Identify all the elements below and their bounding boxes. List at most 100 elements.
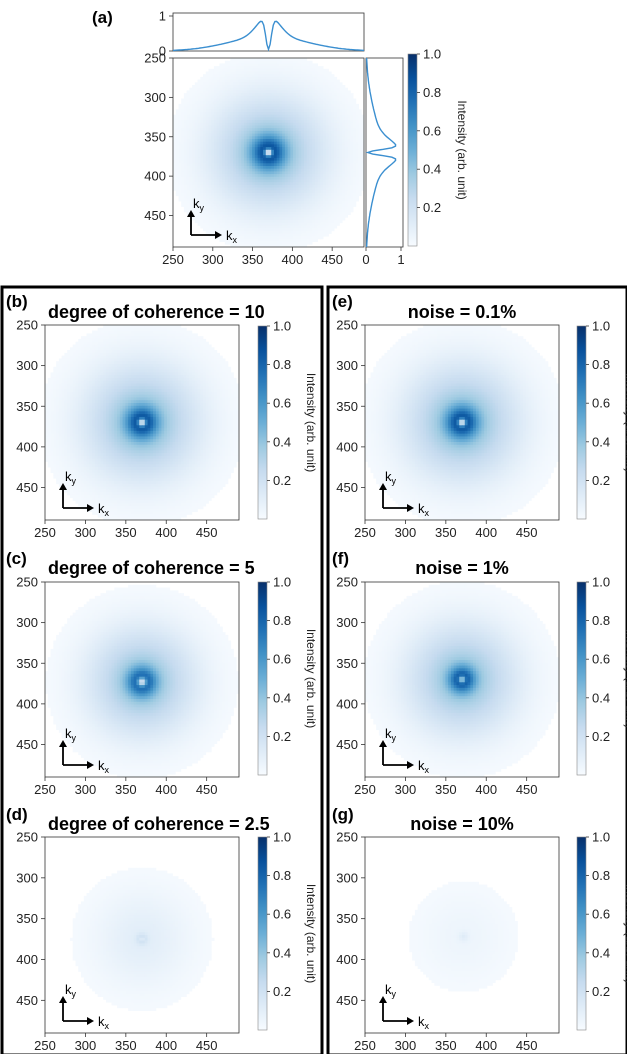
- heatmap-cell: [75, 344, 79, 348]
- heatmap-cell: [295, 130, 299, 134]
- heatmap-cell: [301, 133, 305, 137]
- heatmap-cell: [150, 336, 154, 340]
- heatmap-cell: [331, 193, 335, 197]
- heatmap-cell: [273, 103, 278, 107]
- heatmap-cell: [224, 68, 228, 72]
- heatmap-cell: [333, 157, 338, 161]
- heatmap-cell: [203, 79, 207, 83]
- heatmap-cell: [320, 157, 324, 161]
- heatmap-cell: [355, 130, 359, 134]
- heatmap-cell: [260, 244, 264, 248]
- heatmap-cell: [306, 120, 310, 124]
- heatmap-cell: [203, 198, 207, 202]
- heatmap-cell: [320, 174, 324, 178]
- heatmap-cell: [243, 101, 248, 105]
- heatmap-cell: [293, 209, 297, 213]
- heatmap-cell: [309, 147, 313, 151]
- heatmap-cell: [230, 112, 234, 116]
- heatmap-cell: [230, 141, 234, 145]
- heatmap-cell: [276, 120, 280, 124]
- heatmap-cell: [333, 201, 338, 205]
- heatmap-cell: [317, 220, 321, 224]
- heatmap-cell: [265, 174, 269, 178]
- heatmap-cell: [301, 90, 305, 94]
- heatmap-cell: [233, 139, 237, 143]
- heatmap-cell: [323, 128, 327, 132]
- heatmap-cell: [219, 74, 223, 78]
- heatmap-cell: [361, 139, 365, 143]
- heatmap-cell: [114, 364, 118, 368]
- heatmap-cell: [287, 60, 291, 64]
- heatmap-cell: [276, 233, 280, 237]
- heatmap-cell: [142, 361, 146, 365]
- heatmap-cell: [243, 187, 248, 191]
- heatmap-cell: [243, 117, 248, 121]
- heatmap-cell: [279, 63, 283, 67]
- heatmap-cell: [150, 333, 154, 337]
- heatmap-cell: [314, 68, 319, 72]
- heatmap-cell: [181, 193, 185, 197]
- heatmap-cell: [298, 209, 302, 213]
- heatmap-cell: [303, 244, 308, 248]
- heatmap-cell: [194, 82, 198, 86]
- heatmap-cell: [263, 117, 267, 121]
- heatmap-cell: [144, 341, 148, 345]
- heatmap-cell: [257, 244, 261, 248]
- heatmap-cell: [295, 176, 299, 180]
- heatmap-cell: [279, 233, 283, 237]
- heatmap-cell: [233, 222, 237, 226]
- heatmap-cell: [100, 327, 104, 331]
- heatmap-cell: [298, 152, 302, 156]
- heatmap-cell: [108, 336, 112, 340]
- heatmap-cell: [203, 203, 207, 207]
- heatmap-cell: [263, 233, 267, 237]
- heatmap-cell: [203, 149, 207, 153]
- heatmap-cell: [186, 361, 190, 365]
- heatmap-cell: [265, 114, 269, 118]
- heatmap-cell: [216, 168, 220, 172]
- heatmap-cell: [342, 217, 346, 221]
- heatmap-cell: [230, 171, 234, 175]
- heatmap-cell: [309, 163, 313, 167]
- heatmap-cell: [235, 58, 239, 62]
- heatmap-cell: [306, 93, 310, 97]
- heatmap-cell: [194, 141, 198, 145]
- top-profile-line: [172, 20, 365, 52]
- heatmap-cell: [344, 93, 349, 97]
- heatmap-cell: [117, 361, 121, 365]
- heatmap-cell: [317, 203, 321, 207]
- heatmap-cell: [282, 236, 286, 240]
- heatmap-cell: [358, 157, 362, 161]
- heatmap-cell: [233, 90, 237, 94]
- heatmap-cell: [309, 238, 313, 242]
- heatmap-cell: [235, 195, 239, 199]
- heatmap-cell: [263, 125, 267, 129]
- heatmap-cell: [235, 241, 239, 245]
- heatmap-cell: [222, 76, 226, 80]
- heatmap-cell: [350, 209, 354, 213]
- heatmap-cell: [328, 171, 332, 175]
- heatmap-cell: [273, 144, 278, 148]
- heatmap-cell: [287, 139, 291, 143]
- heatmap-cell: [254, 225, 258, 229]
- heatmap-cell: [192, 190, 196, 194]
- heatmap-cell: [175, 174, 179, 178]
- heatmap-cell: [355, 190, 359, 194]
- heatmap-cell: [130, 361, 135, 365]
- heatmap-cell: [361, 160, 365, 164]
- heatmap-cell: [183, 144, 188, 148]
- heatmap-cell: [200, 101, 204, 105]
- heatmap-cell: [284, 141, 288, 145]
- heatmap-cell: [224, 87, 228, 91]
- heatmap-cell: [273, 87, 278, 91]
- heatmap-cell: [309, 79, 313, 83]
- heatmap-cell: [203, 157, 207, 161]
- heatmap-cell: [211, 209, 215, 213]
- heatmap-cell: [181, 120, 185, 124]
- heatmap-cell: [252, 82, 256, 86]
- heatmap-cell: [263, 68, 267, 72]
- heatmap-cell: [211, 347, 215, 351]
- heatmap-cell: [298, 236, 302, 240]
- panel-b: 250 300 350 400 450250300350400450kxky1.00.8…: [6, 292, 318, 540]
- heatmap-cell: [271, 136, 275, 140]
